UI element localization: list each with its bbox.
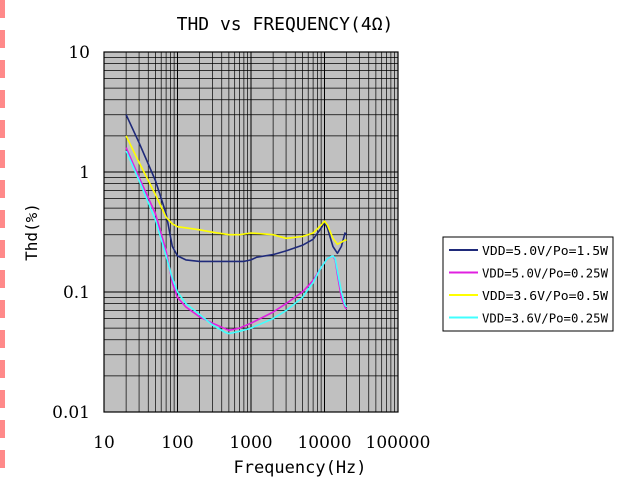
legend-label-3: VDD=3.6V/Po=0.5W: [482, 288, 608, 303]
x-tick-label: 10000: [297, 433, 351, 453]
series-lines: [125, 114, 348, 335]
tick-labels: 10 100 1000 10000 100000 10 1 0.1 0.01: [52, 43, 430, 453]
y-tick-label: 0.1: [63, 283, 90, 303]
series-line-4: [125, 150, 348, 335]
x-tick-label: 100: [161, 433, 193, 453]
x-tick-label: 10: [93, 433, 115, 453]
series-line-1: [125, 114, 348, 263]
plot-frame: [103, 51, 399, 413]
x-axis-label: Frequency(Hz): [233, 458, 366, 478]
x-tick-label: 1000: [229, 433, 272, 453]
chart-title: THD vs FREQUENCY(4Ω): [177, 14, 394, 35]
y-axis-label: Thd(%): [22, 203, 41, 261]
legend-label-1: VDD=5.0V/Po=1.5W: [482, 243, 608, 258]
grid-lines: [103, 52, 398, 413]
legend-label-2: VDD=5.0V/Po=0.25W: [482, 266, 608, 281]
y-tick-label: 10: [68, 43, 90, 63]
series-line-3: [125, 135, 347, 245]
x-tick-label: 100000: [366, 433, 431, 453]
y-tick-label: 0.01: [52, 403, 90, 423]
legend-label-4: VDD=3.6V/Po=0.25W: [482, 311, 608, 326]
legend: VDD=5.0V/Po=1.5W VDD=5.0V/Po=0.25W VDD=3.6…: [442, 236, 614, 332]
left-red-dashed-border: [0, 0, 5, 479]
legend-box: [442, 236, 614, 332]
y-tick-label: 1: [79, 163, 90, 183]
